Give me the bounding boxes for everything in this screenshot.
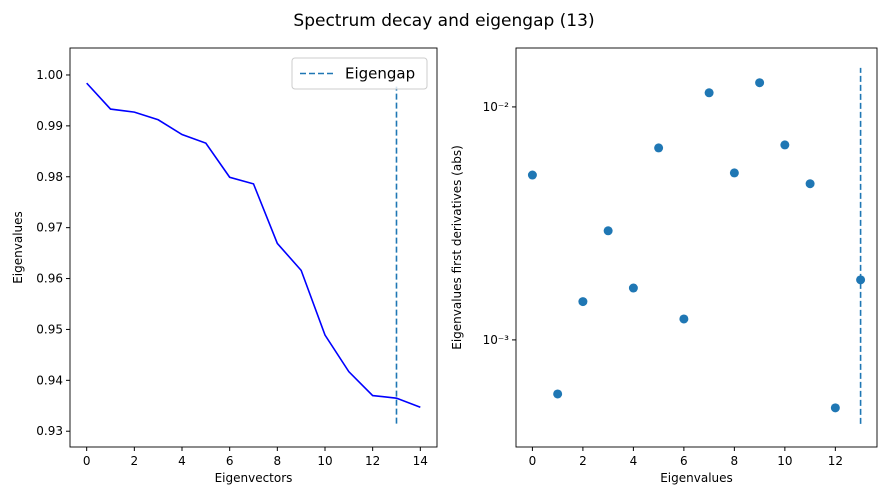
axes-frame <box>69 47 438 448</box>
point <box>729 168 739 178</box>
x-tick-label: 6 <box>226 454 234 468</box>
x-tick-label: 12 <box>365 454 380 468</box>
x-tick-label: 0 <box>529 454 537 468</box>
y-axis-label: Eigenvalues first derivatives (abs) <box>450 145 464 350</box>
subplot: 0 2 4 6 8 10 12 14 0.93 0.94 0.95 0.96 0.97 0.98 0.99 1… <box>11 47 438 485</box>
point <box>704 88 714 98</box>
point <box>755 78 765 88</box>
point <box>805 179 815 189</box>
x-tick-label: 4 <box>630 454 638 468</box>
line <box>86 82 421 409</box>
x-tick-label: 2 <box>579 454 587 468</box>
subplot: 0 2 4 6 8 10 12 10⁻³ 10⁻² Eigenvalues Eigenvalues … <box>450 47 878 485</box>
axes-frame <box>515 47 878 448</box>
y-tick-label: 0.95 <box>36 322 63 336</box>
point <box>654 143 664 153</box>
figure-title: Spectrum decay and eigengap (13) <box>293 11 594 31</box>
point <box>679 314 689 324</box>
x-tick-label: 0 <box>83 454 91 468</box>
y-tick-label: 0.93 <box>36 424 63 438</box>
x-axis-label: Eigenvectors <box>215 471 293 485</box>
x-tick-label: 8 <box>274 454 282 468</box>
y-tick-label: 0.94 <box>36 373 63 387</box>
point <box>830 403 840 413</box>
x-tick-label: 10 <box>777 454 792 468</box>
legend-label: Eigengap <box>345 65 415 83</box>
point <box>628 283 638 293</box>
y-tick-label: 0.97 <box>36 221 63 235</box>
point <box>603 226 613 236</box>
x-tick-label: 6 <box>680 454 688 468</box>
y-tick-label: 0.99 <box>36 119 63 133</box>
x-tick-label: 10 <box>317 454 332 468</box>
y-tick-label: 0.98 <box>36 170 63 184</box>
x-axis-label: Eigenvalues <box>660 471 733 485</box>
y-tick-label: 1.00 <box>36 68 63 82</box>
x-tick-label: 14 <box>413 454 428 468</box>
point <box>527 170 537 180</box>
x-tick-label: 4 <box>178 454 186 468</box>
x-tick-label: 8 <box>731 454 739 468</box>
y-axis-label: Eigenvalues <box>11 211 25 284</box>
point <box>553 389 563 399</box>
point <box>578 297 588 307</box>
x-tick-label: 12 <box>828 454 843 468</box>
y-tick-label: 10⁻³ <box>483 333 510 347</box>
y-tick-label: 0.96 <box>36 272 63 286</box>
y-tick-label: 10⁻² <box>483 100 510 114</box>
legend-box <box>291 57 428 90</box>
point <box>780 140 790 150</box>
legend: Eigengap <box>291 57 428 90</box>
x-tick-label: 2 <box>131 454 139 468</box>
